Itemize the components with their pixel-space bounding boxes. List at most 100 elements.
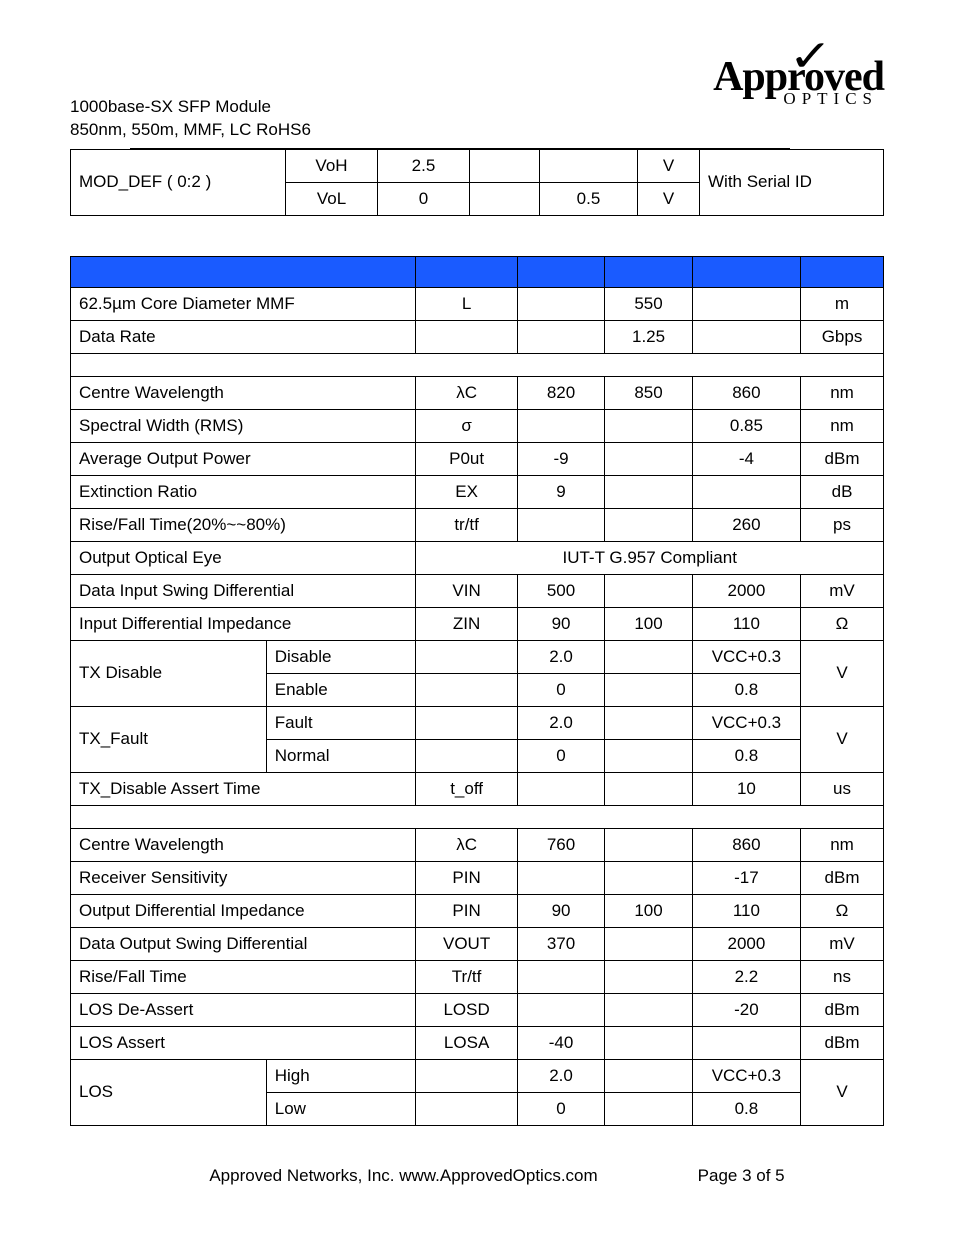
cell	[605, 960, 693, 993]
cell: 62.5µm Core Diameter MMF	[71, 287, 416, 320]
cell: Disable	[266, 640, 416, 673]
cell: λC	[416, 376, 517, 409]
cell	[605, 772, 693, 805]
table-row: Input Differential Impedance ZIN 90 100 …	[71, 607, 884, 640]
cell: 2.2	[692, 960, 800, 993]
cell: dBm	[801, 442, 884, 475]
header-line2: 850nm, 550m, MMF, LC RoHS6	[70, 119, 311, 142]
cell: 370	[517, 927, 605, 960]
footer-company: Approved Networks, Inc. www.ApprovedOpti…	[209, 1166, 597, 1186]
cell: LOSD	[416, 993, 517, 1026]
cell: Receiver Sensitivity	[71, 861, 416, 894]
cell: Data Input Swing Differential	[71, 574, 416, 607]
cell: -17	[692, 861, 800, 894]
cell	[517, 508, 605, 541]
cell: PIN	[416, 861, 517, 894]
cell: Output Optical Eye	[71, 541, 416, 574]
cell	[692, 287, 800, 320]
cell: V	[638, 182, 700, 215]
cell	[605, 1026, 693, 1059]
cell	[605, 1092, 693, 1125]
cell: LOS De-Assert	[71, 993, 416, 1026]
table-row: LOS High 2.0 VCC+0.3 V	[71, 1059, 884, 1092]
table-row: Data Output Swing Differential VOUT 370 …	[71, 927, 884, 960]
footer-page: Page 3 of 5	[698, 1166, 785, 1186]
cell: TX Disable	[71, 640, 267, 706]
cell: Tr/tf	[416, 960, 517, 993]
cell: PIN	[416, 894, 517, 927]
cell: Centre Wavelength	[71, 828, 416, 861]
cell: 260	[692, 508, 800, 541]
cell: Input Differential Impedance	[71, 607, 416, 640]
cell: 0	[517, 673, 605, 706]
cell: P0ut	[416, 442, 517, 475]
cell: t_off	[416, 772, 517, 805]
table-row: Spectral Width (RMS) σ 0.85 nm	[71, 409, 884, 442]
cell	[517, 960, 605, 993]
cell	[605, 993, 693, 1026]
cell	[692, 475, 800, 508]
cell	[517, 861, 605, 894]
cell: 860	[692, 828, 800, 861]
cell: TX_Disable Assert Time	[71, 772, 416, 805]
cell: Normal	[266, 739, 416, 772]
table-row: Rise/Fall Time Tr/tf 2.2 ns	[71, 960, 884, 993]
cell: 0	[378, 182, 470, 215]
table-row: Receiver Sensitivity PIN -17 dBm	[71, 861, 884, 894]
cell	[605, 861, 693, 894]
cell: tr/tf	[416, 508, 517, 541]
cell: dB	[801, 475, 884, 508]
cell: nm	[801, 828, 884, 861]
table-row: Centre Wavelength λC 760 860 nm	[71, 828, 884, 861]
cell: Ω	[801, 607, 884, 640]
cell: VCC+0.3	[692, 1059, 800, 1092]
footer: Approved Networks, Inc. www.ApprovedOpti…	[70, 1166, 884, 1186]
cell: 550	[605, 287, 693, 320]
cell: 90	[517, 607, 605, 640]
spec-table: 62.5µm Core Diameter MMF L 550 m Data Ra…	[70, 256, 884, 1126]
table-row: LOS Assert LOSA -40 dBm	[71, 1026, 884, 1059]
cell: 110	[692, 894, 800, 927]
cell	[605, 739, 693, 772]
cell	[416, 320, 517, 353]
cell: λC	[416, 828, 517, 861]
table-row: Output Differential Impedance PIN 90 100…	[71, 894, 884, 927]
cell: us	[801, 772, 884, 805]
cell: VoL	[286, 182, 378, 215]
cell: dBm	[801, 1026, 884, 1059]
cell: Ω	[801, 894, 884, 927]
cell: 850	[605, 376, 693, 409]
cell: dBm	[801, 861, 884, 894]
cell: 500	[517, 574, 605, 607]
cell: 2.0	[517, 640, 605, 673]
cell: 2.0	[517, 706, 605, 739]
cell: VIN	[416, 574, 517, 607]
cell: Gbps	[801, 320, 884, 353]
cell: dBm	[801, 993, 884, 1026]
cell	[605, 442, 693, 475]
logo: ✓ Approved OPTICS	[713, 60, 884, 106]
cell: 0.8	[692, 739, 800, 772]
cell: LOSA	[416, 1026, 517, 1059]
cell	[517, 993, 605, 1026]
cell: mV	[801, 574, 884, 607]
table-row: TX Disable Disable 2.0 VCC+0.3 V	[71, 640, 884, 673]
cell: mV	[801, 927, 884, 960]
logo-check-icon: ✓	[789, 38, 832, 75]
section-gap	[71, 353, 884, 376]
cell: V	[801, 706, 884, 772]
cell	[416, 706, 517, 739]
cell: Rise/Fall Time(20%~~80%)	[71, 508, 416, 541]
table-row: TX_Fault Fault 2.0 VCC+0.3 V	[71, 706, 884, 739]
cell: 820	[517, 376, 605, 409]
cell	[416, 640, 517, 673]
cell	[692, 1026, 800, 1059]
cell: High	[266, 1059, 416, 1092]
cell: L	[416, 287, 517, 320]
table-row: MOD_DEF ( 0:2 ) VoH 2.5 V With Serial ID	[71, 149, 884, 182]
cell: -20	[692, 993, 800, 1026]
cell: VCC+0.3	[692, 706, 800, 739]
cell: Average Output Power	[71, 442, 416, 475]
table-row: 62.5µm Core Diameter MMF L 550 m	[71, 287, 884, 320]
cell: Output Differential Impedance	[71, 894, 416, 927]
